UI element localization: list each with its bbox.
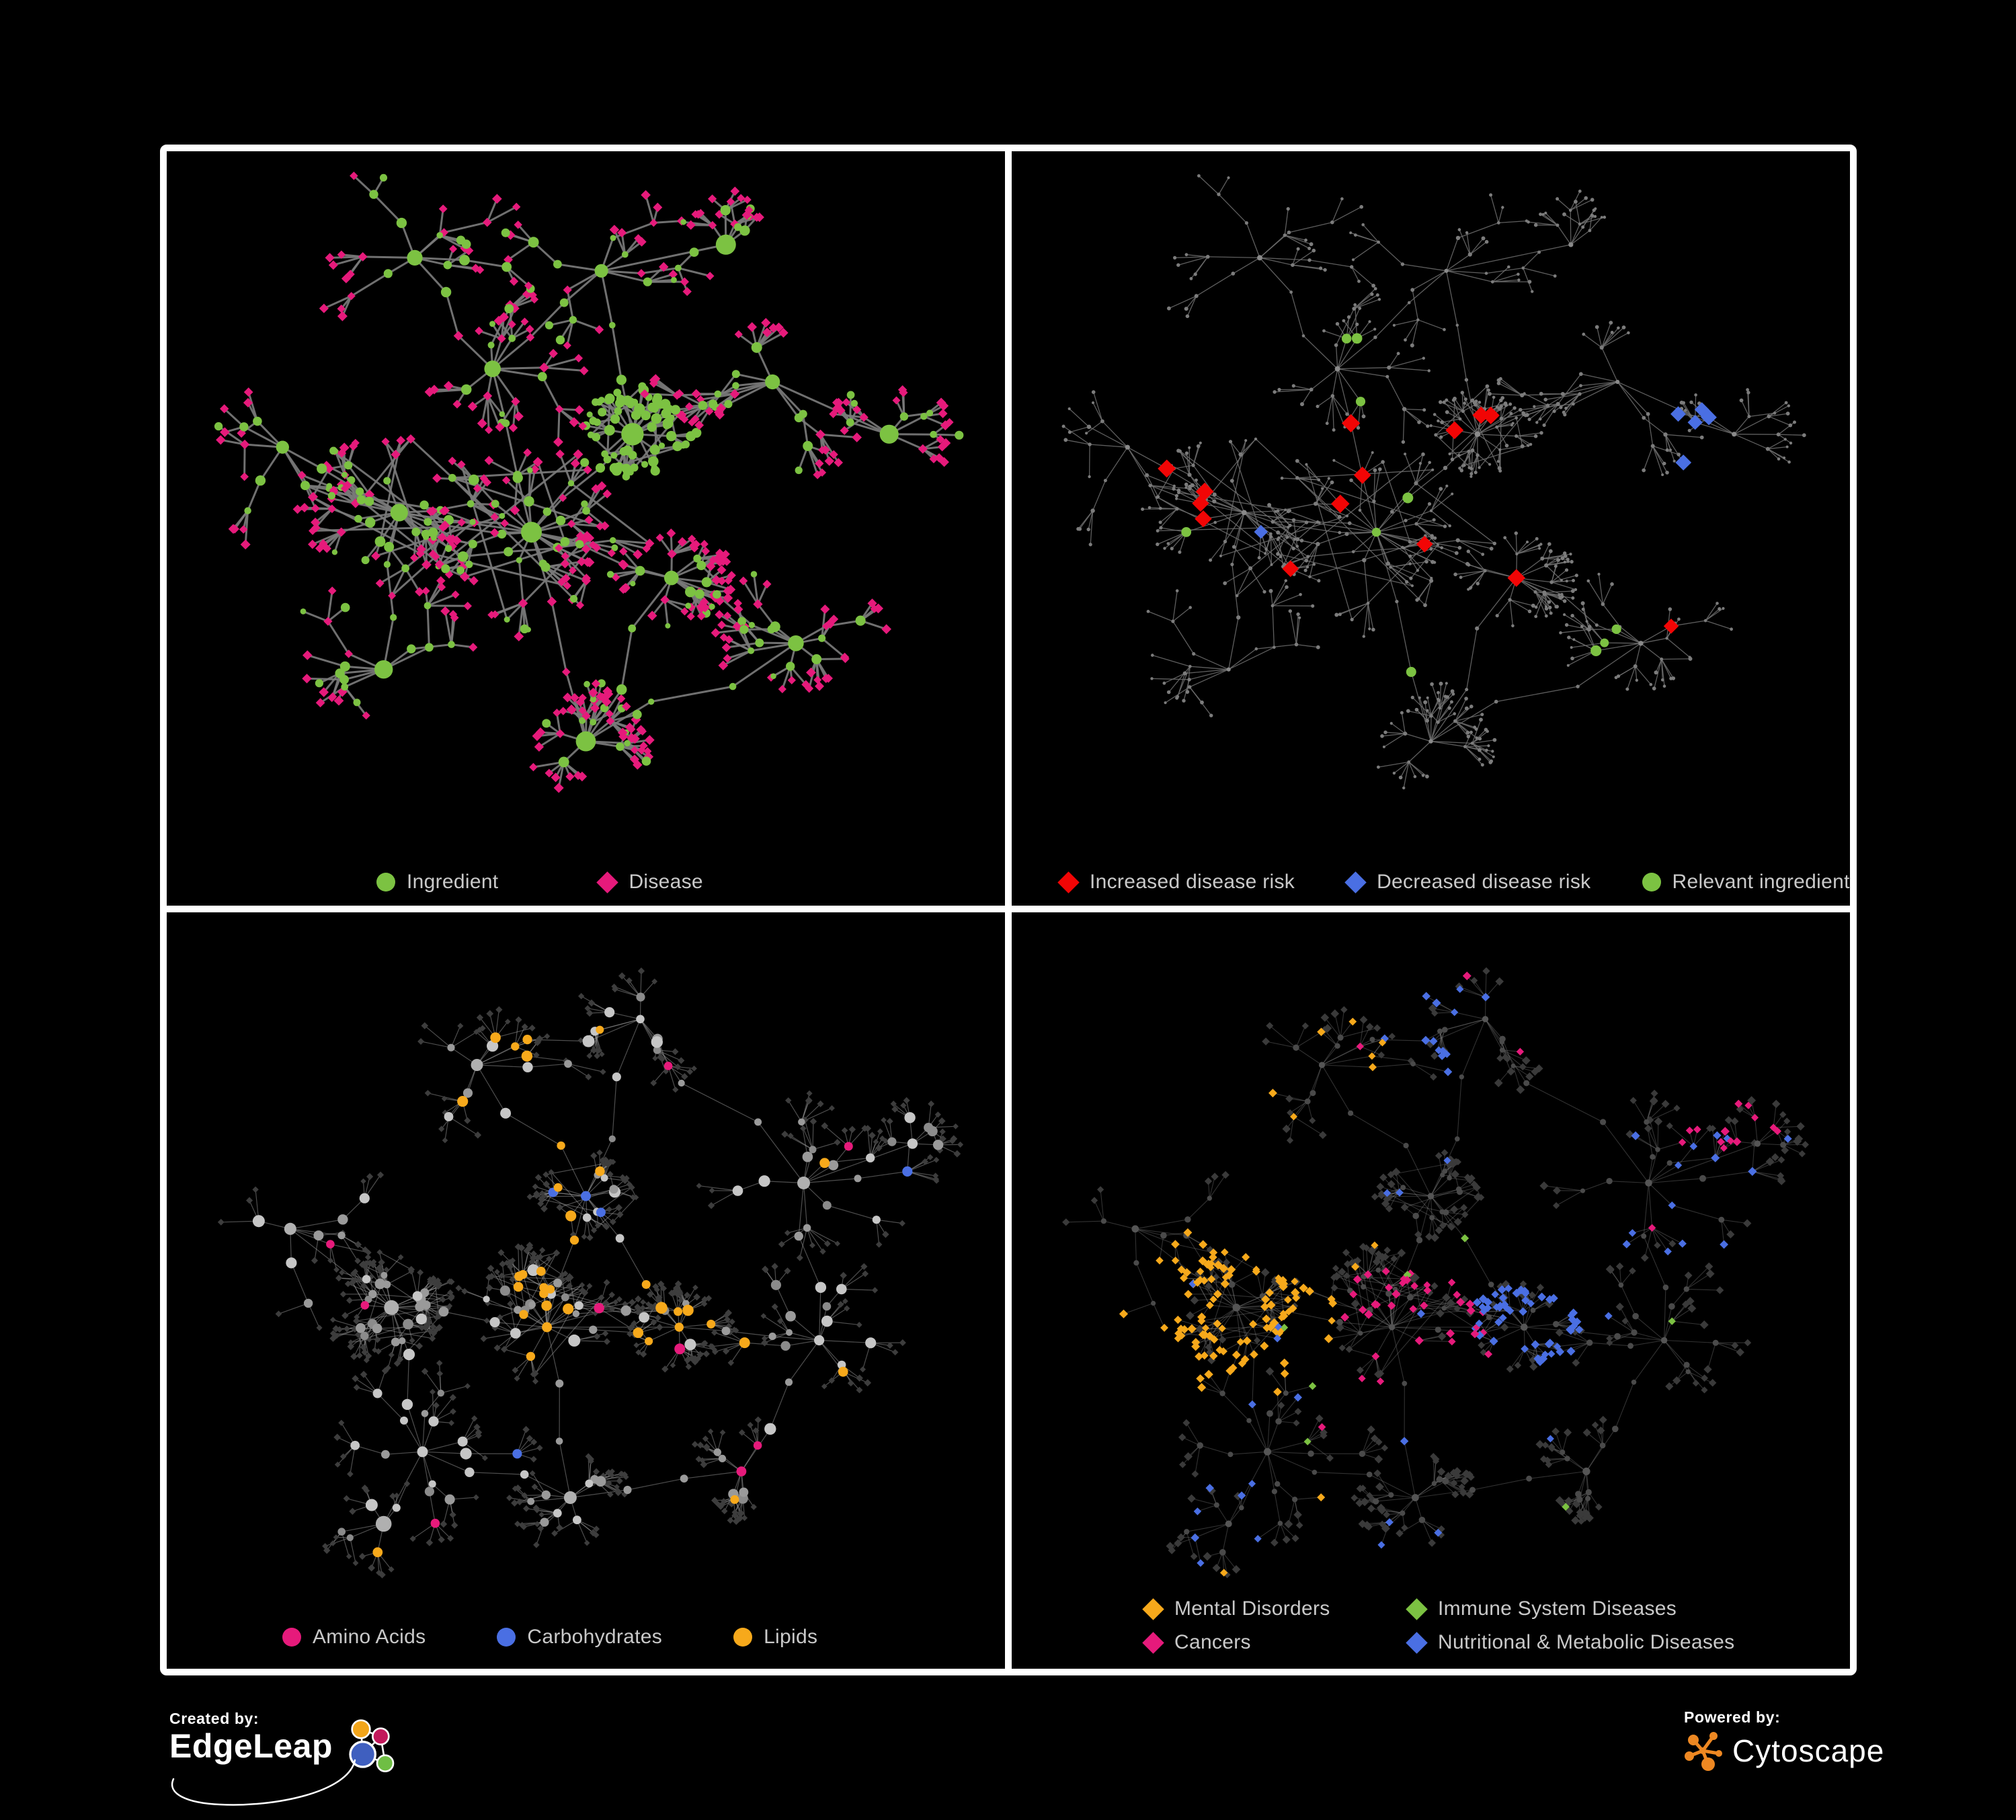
edgeleap-logo-icon [349,1719,395,1772]
legend-label: Relevant ingredient [1672,871,1850,893]
legend-label: Mental Disorders [1174,1597,1330,1620]
legend-label: Amino Acids [313,1626,426,1648]
network-graph-disease-categories [1062,967,1809,1579]
legend-item: Disease [596,871,703,894]
legend-item: Lipids [733,1626,817,1649]
panel-nutrient-classes: Amino Acids Carbohydrates Lipids [167,912,1005,1669]
powered-by-label: Powered by: [1684,1708,1781,1726]
legend-item: Increased disease risk [1057,871,1295,894]
legend-item: Cancers [1142,1631,1407,1654]
network-graph-nutrient-classes [217,967,964,1579]
legend-item: Decreased disease risk [1344,871,1591,894]
legend-label: Carbohydrates [527,1626,663,1648]
legend-diamond-swatch [1057,871,1080,894]
legend-circle-swatch [733,1628,753,1647]
edgeleap-node-orange [351,1719,371,1739]
legend-nutrient-classes: Amino Acids Carbohydrates Lipids [282,1626,817,1649]
legend-label: Disease [629,871,703,893]
legend-label: Decreased disease risk [1377,871,1591,893]
panel-ingredient-disease: Ingredient Disease [167,151,1005,906]
cytoscape-logo-icon [1685,1732,1722,1771]
legend-ingredient-disease: Ingredient Disease [376,871,703,894]
legend-label: Cancers [1174,1631,1251,1653]
network-graph-ingredient-disease [214,171,964,793]
edgeleap-node-blue [349,1741,376,1768]
legend-label: Increased disease risk [1090,871,1295,893]
legend-disease-categories: Mental Disorders Immune System Diseases Ca… [1142,1597,1735,1654]
legend-circle-swatch [497,1628,516,1647]
legend-item: Immune System Diseases [1406,1597,1734,1620]
legend-disease-risk: Increased disease risk Decreased disease … [1057,871,1850,894]
panel-grid: Ingredient Disease Increased disease risk… [160,145,1857,1675]
legend-item: Nutritional & Metabolic Diseases [1406,1631,1735,1654]
legend-item: Carbohydrates [497,1626,662,1649]
legend-label: Immune System Diseases [1438,1597,1677,1620]
created-by-block: Created by: EdgeLeap [169,1710,404,1806]
legend-circle-swatch [376,873,395,892]
panel-disease-risk: Increased disease risk Decreased disease … [1012,151,1850,906]
created-by-label: Created by: [169,1710,259,1727]
legend-label: Lipids [764,1626,818,1648]
legend-diamond-swatch [1406,1631,1428,1654]
legend-item: Amino Acids [282,1626,426,1649]
legend-item: Mental Disorders [1142,1597,1407,1620]
legend-diamond-swatch [1142,1631,1164,1654]
edgeleap-wordmark: EdgeLeap [169,1727,333,1765]
legend-label: Nutritional & Metabolic Diseases [1438,1631,1735,1653]
legend-circle-swatch [282,1628,301,1647]
edgeleap-node-magenta [371,1727,390,1745]
legend-circle-swatch [1642,873,1661,892]
legend-diamond-swatch [1344,871,1367,894]
legend-item: Relevant ingredient [1642,871,1850,894]
panel-disease-categories: Mental Disorders Immune System Diseases Ca… [1012,912,1850,1669]
cytoscape-wordmark: Cytoscape [1732,1733,1885,1768]
legend-diamond-swatch [1142,1597,1164,1620]
powered-by-block: Powered by: Cytoscape [1684,1708,1884,1772]
legend-diamond-swatch [1406,1597,1428,1620]
legend-item: Ingredient [376,871,498,894]
network-graph-disease-risk [1061,174,1806,790]
edgeleap-node-green [376,1754,395,1772]
legend-diamond-swatch [596,871,619,894]
legend-label: Ingredient [407,871,499,893]
